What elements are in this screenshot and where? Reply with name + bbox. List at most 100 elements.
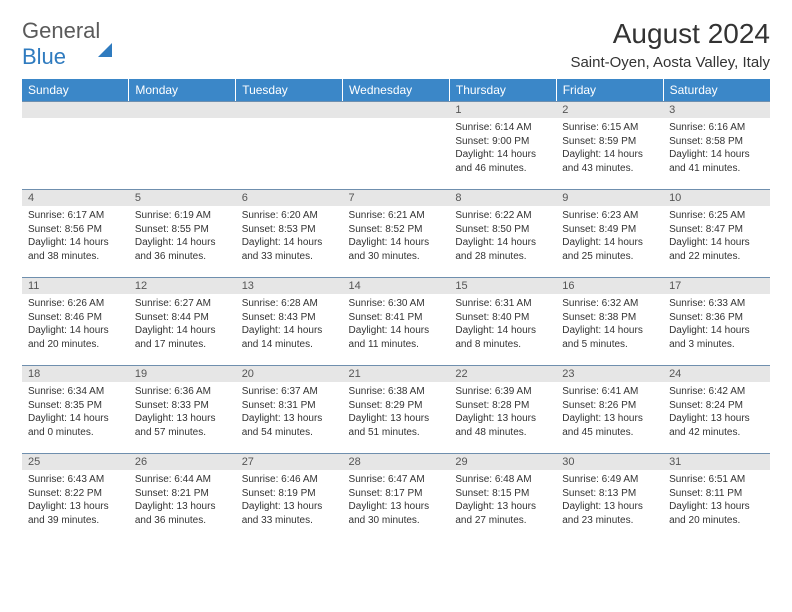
calendar-cell bbox=[22, 101, 129, 189]
daylight-text: Daylight: 13 hours and 39 minutes. bbox=[28, 500, 123, 527]
day-body: Sunrise: 6:26 AMSunset: 8:46 PMDaylight:… bbox=[22, 294, 129, 354]
sunset-text: Sunset: 8:58 PM bbox=[669, 135, 764, 149]
calendar-cell: 24Sunrise: 6:42 AMSunset: 8:24 PMDayligh… bbox=[663, 365, 770, 453]
day-number: 3 bbox=[663, 101, 770, 118]
calendar-week-row: 18Sunrise: 6:34 AMSunset: 8:35 PMDayligh… bbox=[22, 365, 770, 453]
calendar-cell bbox=[236, 101, 343, 189]
sunset-text: Sunset: 8:33 PM bbox=[135, 399, 230, 413]
daylight-text: Daylight: 14 hours and 11 minutes. bbox=[349, 324, 444, 351]
daylight-text: Daylight: 14 hours and 25 minutes. bbox=[562, 236, 657, 263]
calendar-cell: 11Sunrise: 6:26 AMSunset: 8:46 PMDayligh… bbox=[22, 277, 129, 365]
day-number: 9 bbox=[556, 189, 663, 206]
title-block: August 2024 Saint-Oyen, Aosta Valley, It… bbox=[570, 18, 770, 71]
daylight-text: Daylight: 14 hours and 46 minutes. bbox=[455, 148, 550, 175]
sunrise-text: Sunrise: 6:39 AM bbox=[455, 385, 550, 399]
day-body: Sunrise: 6:20 AMSunset: 8:53 PMDaylight:… bbox=[236, 206, 343, 266]
day-number: 12 bbox=[129, 277, 236, 294]
day-number: 6 bbox=[236, 189, 343, 206]
sunrise-text: Sunrise: 6:21 AM bbox=[349, 209, 444, 223]
sunrise-text: Sunrise: 6:15 AM bbox=[562, 121, 657, 135]
day-body: Sunrise: 6:31 AMSunset: 8:40 PMDaylight:… bbox=[449, 294, 556, 354]
sunrise-text: Sunrise: 6:47 AM bbox=[349, 473, 444, 487]
calendar-cell: 31Sunrise: 6:51 AMSunset: 8:11 PMDayligh… bbox=[663, 453, 770, 541]
day-number: 19 bbox=[129, 365, 236, 382]
sunset-text: Sunset: 8:19 PM bbox=[242, 487, 337, 501]
logo: General Blue bbox=[22, 18, 112, 70]
sunset-text: Sunset: 8:28 PM bbox=[455, 399, 550, 413]
day-header: Thursday bbox=[449, 79, 556, 101]
sunrise-text: Sunrise: 6:43 AM bbox=[28, 473, 123, 487]
calendar-cell bbox=[129, 101, 236, 189]
calendar-cell: 19Sunrise: 6:36 AMSunset: 8:33 PMDayligh… bbox=[129, 365, 236, 453]
calendar-week-row: 11Sunrise: 6:26 AMSunset: 8:46 PMDayligh… bbox=[22, 277, 770, 365]
daylight-text: Daylight: 13 hours and 23 minutes. bbox=[562, 500, 657, 527]
sunset-text: Sunset: 8:22 PM bbox=[28, 487, 123, 501]
day-body: Sunrise: 6:22 AMSunset: 8:50 PMDaylight:… bbox=[449, 206, 556, 266]
day-number: 28 bbox=[343, 453, 450, 470]
calendar-cell: 6Sunrise: 6:20 AMSunset: 8:53 PMDaylight… bbox=[236, 189, 343, 277]
day-body: Sunrise: 6:19 AMSunset: 8:55 PMDaylight:… bbox=[129, 206, 236, 266]
sunset-text: Sunset: 8:56 PM bbox=[28, 223, 123, 237]
sunset-text: Sunset: 8:50 PM bbox=[455, 223, 550, 237]
sunrise-text: Sunrise: 6:25 AM bbox=[669, 209, 764, 223]
calendar-cell: 20Sunrise: 6:37 AMSunset: 8:31 PMDayligh… bbox=[236, 365, 343, 453]
calendar-week-row: 25Sunrise: 6:43 AMSunset: 8:22 PMDayligh… bbox=[22, 453, 770, 541]
day-header: Saturday bbox=[663, 79, 770, 101]
sunset-text: Sunset: 8:41 PM bbox=[349, 311, 444, 325]
calendar-cell: 29Sunrise: 6:48 AMSunset: 8:15 PMDayligh… bbox=[449, 453, 556, 541]
sunrise-text: Sunrise: 6:17 AM bbox=[28, 209, 123, 223]
day-number-empty bbox=[129, 101, 236, 118]
day-number-empty bbox=[22, 101, 129, 118]
sunrise-text: Sunrise: 6:20 AM bbox=[242, 209, 337, 223]
day-body: Sunrise: 6:21 AMSunset: 8:52 PMDaylight:… bbox=[343, 206, 450, 266]
daylight-text: Daylight: 14 hours and 33 minutes. bbox=[242, 236, 337, 263]
sunrise-text: Sunrise: 6:44 AM bbox=[135, 473, 230, 487]
sunrise-text: Sunrise: 6:27 AM bbox=[135, 297, 230, 311]
calendar-cell: 12Sunrise: 6:27 AMSunset: 8:44 PMDayligh… bbox=[129, 277, 236, 365]
day-body: Sunrise: 6:17 AMSunset: 8:56 PMDaylight:… bbox=[22, 206, 129, 266]
sunrise-text: Sunrise: 6:31 AM bbox=[455, 297, 550, 311]
daylight-text: Daylight: 13 hours and 30 minutes. bbox=[349, 500, 444, 527]
calendar-cell: 5Sunrise: 6:19 AMSunset: 8:55 PMDaylight… bbox=[129, 189, 236, 277]
calendar-cell: 21Sunrise: 6:38 AMSunset: 8:29 PMDayligh… bbox=[343, 365, 450, 453]
calendar-cell: 28Sunrise: 6:47 AMSunset: 8:17 PMDayligh… bbox=[343, 453, 450, 541]
day-header: Monday bbox=[129, 79, 236, 101]
sunrise-text: Sunrise: 6:48 AM bbox=[455, 473, 550, 487]
sunrise-text: Sunrise: 6:19 AM bbox=[135, 209, 230, 223]
day-body: Sunrise: 6:42 AMSunset: 8:24 PMDaylight:… bbox=[663, 382, 770, 442]
logo-part2: Blue bbox=[22, 44, 66, 69]
sunrise-text: Sunrise: 6:38 AM bbox=[349, 385, 444, 399]
sunset-text: Sunset: 8:38 PM bbox=[562, 311, 657, 325]
calendar-cell: 7Sunrise: 6:21 AMSunset: 8:52 PMDaylight… bbox=[343, 189, 450, 277]
calendar-week-row: 4Sunrise: 6:17 AMSunset: 8:56 PMDaylight… bbox=[22, 189, 770, 277]
calendar-week-row: 1Sunrise: 6:14 AMSunset: 9:00 PMDaylight… bbox=[22, 101, 770, 189]
day-header: Sunday bbox=[22, 79, 129, 101]
day-number: 14 bbox=[343, 277, 450, 294]
calendar-cell: 18Sunrise: 6:34 AMSunset: 8:35 PMDayligh… bbox=[22, 365, 129, 453]
daylight-text: Daylight: 13 hours and 36 minutes. bbox=[135, 500, 230, 527]
sunrise-text: Sunrise: 6:28 AM bbox=[242, 297, 337, 311]
daylight-text: Daylight: 13 hours and 33 minutes. bbox=[242, 500, 337, 527]
calendar-cell: 27Sunrise: 6:46 AMSunset: 8:19 PMDayligh… bbox=[236, 453, 343, 541]
day-body: Sunrise: 6:41 AMSunset: 8:26 PMDaylight:… bbox=[556, 382, 663, 442]
calendar-cell: 2Sunrise: 6:15 AMSunset: 8:59 PMDaylight… bbox=[556, 101, 663, 189]
day-number: 16 bbox=[556, 277, 663, 294]
day-number: 31 bbox=[663, 453, 770, 470]
day-number: 23 bbox=[556, 365, 663, 382]
sunset-text: Sunset: 8:43 PM bbox=[242, 311, 337, 325]
day-number-empty bbox=[236, 101, 343, 118]
calendar-cell: 14Sunrise: 6:30 AMSunset: 8:41 PMDayligh… bbox=[343, 277, 450, 365]
day-number: 27 bbox=[236, 453, 343, 470]
calendar-cell: 17Sunrise: 6:33 AMSunset: 8:36 PMDayligh… bbox=[663, 277, 770, 365]
sunset-text: Sunset: 8:46 PM bbox=[28, 311, 123, 325]
day-body: Sunrise: 6:33 AMSunset: 8:36 PMDaylight:… bbox=[663, 294, 770, 354]
calendar-cell: 15Sunrise: 6:31 AMSunset: 8:40 PMDayligh… bbox=[449, 277, 556, 365]
daylight-text: Daylight: 13 hours and 57 minutes. bbox=[135, 412, 230, 439]
day-body: Sunrise: 6:36 AMSunset: 8:33 PMDaylight:… bbox=[129, 382, 236, 442]
sunset-text: Sunset: 8:52 PM bbox=[349, 223, 444, 237]
sunset-text: Sunset: 8:31 PM bbox=[242, 399, 337, 413]
sunrise-text: Sunrise: 6:36 AM bbox=[135, 385, 230, 399]
day-header: Tuesday bbox=[236, 79, 343, 101]
sunset-text: Sunset: 8:59 PM bbox=[562, 135, 657, 149]
daylight-text: Daylight: 14 hours and 30 minutes. bbox=[349, 236, 444, 263]
